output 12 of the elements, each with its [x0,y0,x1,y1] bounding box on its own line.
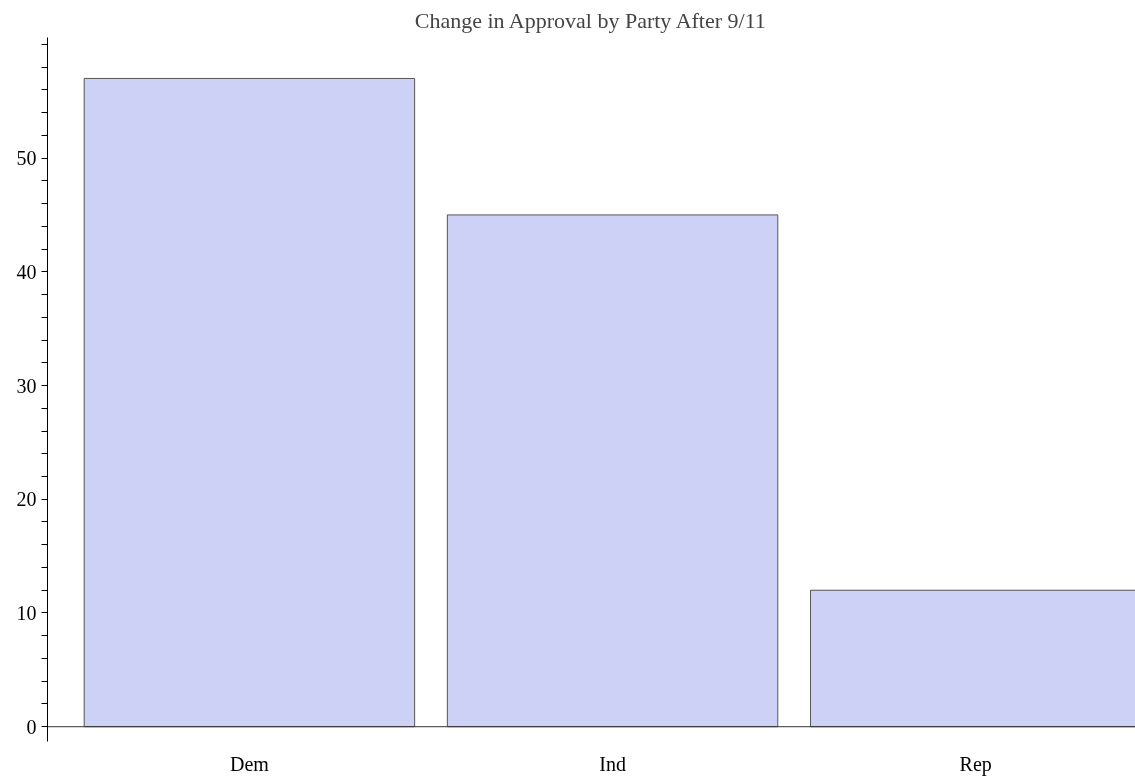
bar [446,214,779,728]
x-tick-label: Rep [959,752,992,776]
y-tick-label: 30 [16,374,37,397]
x-tick-label: Dem [229,752,270,775]
x-tick-label: Ind [599,752,626,775]
y-tick-label: 20 [16,488,37,511]
y-tick-label: 0 [26,715,37,738]
y-tick-label: 40 [16,260,37,283]
bar [83,77,416,728]
chart-title: Change in Approval by Party After 9/11 [414,7,766,33]
y-tick-label: 50 [16,147,37,170]
y-tick-label: 10 [16,601,37,624]
